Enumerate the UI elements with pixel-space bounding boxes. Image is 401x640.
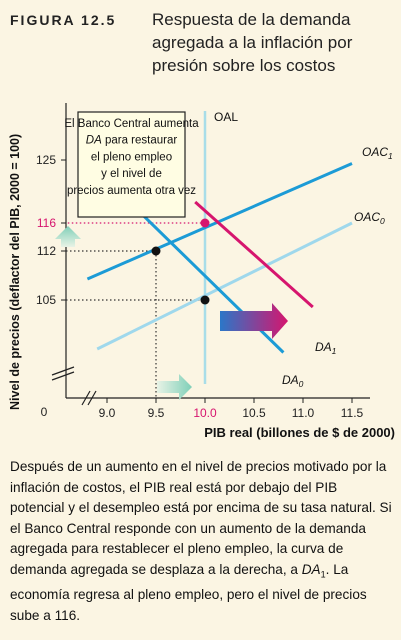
- origin-label: 0: [41, 405, 48, 419]
- x-tick-label: 11.0: [292, 406, 315, 420]
- caption-text: Después de un aumento en el nivel de pre…: [10, 459, 392, 623]
- label-oac1: OAC1: [362, 145, 393, 161]
- x-tick-label: 10.5: [242, 406, 266, 420]
- equilibrium-point-1: [152, 247, 161, 256]
- demand-shift-arrow: [220, 303, 288, 339]
- x-tick-label: 10.0: [193, 406, 217, 420]
- x-axis-label: PIB real (billones de $ de 2000): [204, 425, 395, 440]
- equilibrium-point-0: [201, 296, 210, 305]
- y-tick-label: 105: [36, 293, 56, 307]
- y-tick-label: 116: [37, 216, 56, 230]
- x-tick-label: 9.5: [148, 406, 165, 420]
- y-tick-label: 125: [36, 153, 56, 167]
- label-oal: OAL: [214, 110, 238, 124]
- pale-up-arrow: [55, 226, 81, 247]
- x-tick-label: 11.5: [341, 406, 364, 420]
- label-oac0: OAC0: [354, 210, 385, 226]
- labels-layer: OAL OAC1 OAC0 DA0 DA1: [214, 110, 393, 389]
- x-tick-label: 9.0: [99, 406, 116, 420]
- pale-right-arrow: [157, 374, 192, 400]
- figure-caption: Después de un aumento en el nivel de pre…: [10, 457, 394, 626]
- y-tick-label: 112: [37, 244, 56, 258]
- annotation-box: El Banco Central aumenta DA para restaura…: [64, 112, 199, 217]
- dotted-guides: [66, 223, 205, 398]
- label-da1: DA1: [315, 340, 337, 356]
- chart-svg: OAL OAC1 OAC0 DA0 DA1 9.0 9.5 10.0 10.5 11.0 11.5…: [0, 0, 401, 450]
- y-axis-label: Nivel de precios (deflactor del PIB, 200…: [8, 134, 22, 410]
- equilibrium-point-2: [201, 219, 210, 228]
- label-da0: DA0: [282, 373, 304, 389]
- y-axis-break: [52, 367, 74, 380]
